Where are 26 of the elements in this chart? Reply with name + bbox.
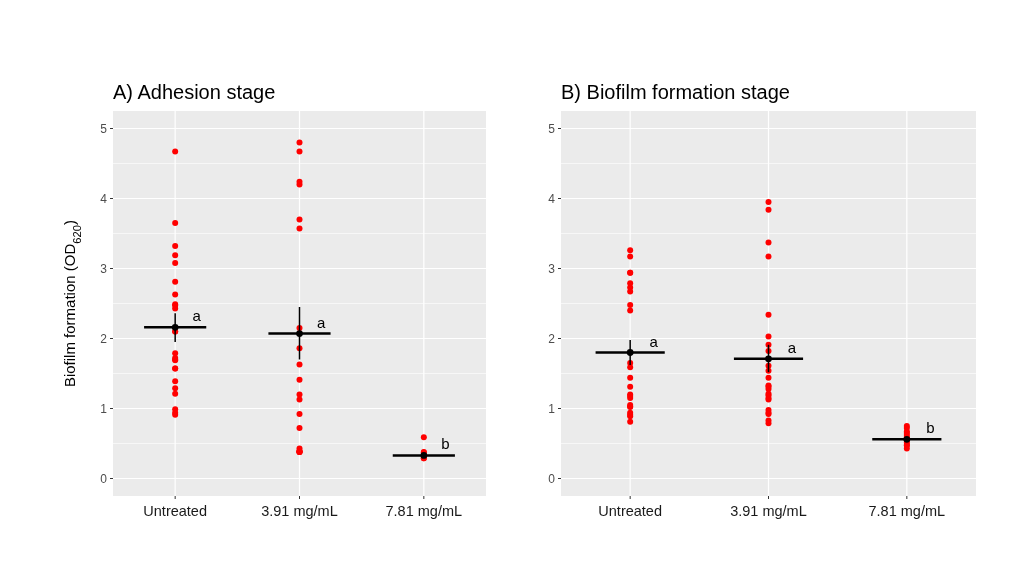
x-tick-label: 3.91 mg/mL — [261, 503, 338, 519]
annotation: a — [787, 338, 797, 356]
chart-title: A) Adhesion stage — [113, 81, 276, 103]
chart-title: B) Biofilm formation stage — [561, 81, 790, 103]
y-tick-label: 1 — [100, 401, 108, 416]
y-tick-label: 0 — [548, 471, 556, 486]
annotation: b — [441, 435, 450, 453]
y-tick-label: 1 — [548, 401, 556, 416]
x-tick-label: Untreated — [143, 503, 208, 519]
y-tick-label: 2 — [548, 331, 556, 346]
x-tick-label: 7.81 mg/mL — [868, 503, 946, 519]
y-tick-label: 5 — [100, 121, 108, 136]
y-tick-label: 3 — [548, 261, 556, 276]
y-tick-label: 5 — [548, 121, 556, 136]
annotation: a — [192, 307, 202, 325]
y-tick-label: 4 — [100, 191, 108, 206]
annotation: a — [316, 313, 326, 331]
annotation: b — [926, 419, 935, 437]
x-tick-label: 3.91 mg/mL — [730, 503, 807, 519]
x-tick-label: 7.81 mg/mL — [385, 503, 463, 519]
x-tick-label: Untreated — [598, 503, 663, 519]
annotation: a — [649, 332, 659, 350]
y-tick-label: 2 — [100, 331, 108, 346]
y-tick-label: 3 — [100, 261, 108, 276]
y-tick-label: 0 — [100, 471, 108, 486]
y-tick-label: 4 — [548, 191, 556, 206]
